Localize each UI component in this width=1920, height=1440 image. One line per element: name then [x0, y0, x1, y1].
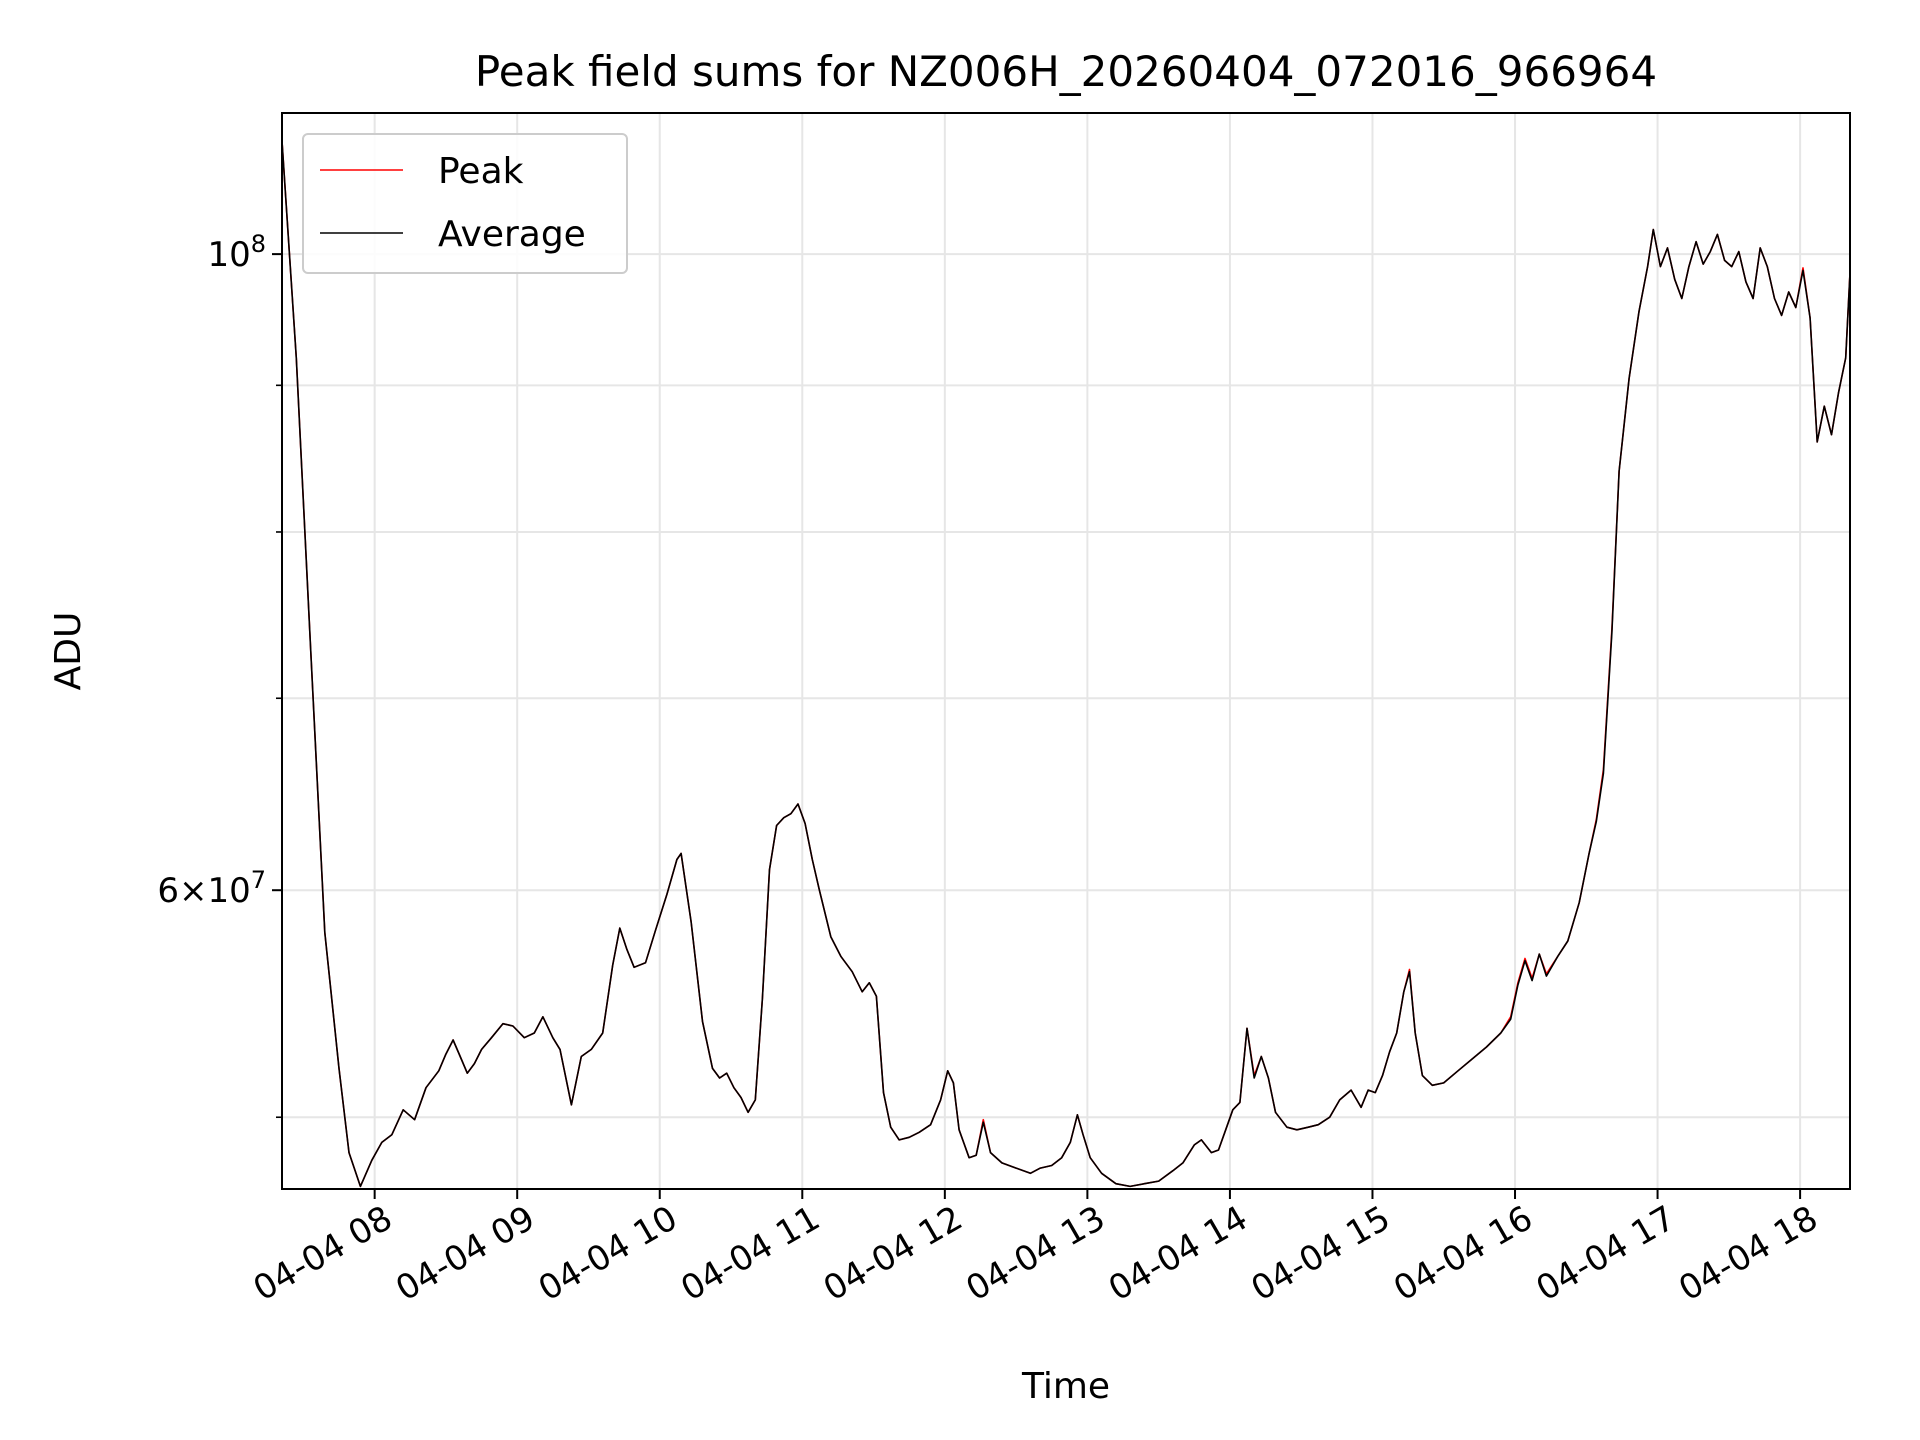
- legend: Peak Average: [302, 133, 628, 274]
- chart-title: Peak field sums for NZ006H_20260404_0720…: [475, 47, 1657, 96]
- plot-frame: [281, 112, 1851, 1190]
- legend-box: [302, 133, 628, 274]
- y-axis-label: ADU: [48, 612, 89, 691]
- legend-label-average: Average: [438, 214, 586, 255]
- y-tick-label: 108: [207, 230, 266, 275]
- series-lines: [281, 141, 1851, 1188]
- legend-label-peak: Peak: [438, 151, 524, 192]
- x-axis-label: Time: [1021, 1366, 1110, 1407]
- y-axis: 108 6×107: [157, 230, 282, 1119]
- y-tick-label: 6×107: [157, 866, 266, 911]
- series-line-average: [281, 141, 1851, 1188]
